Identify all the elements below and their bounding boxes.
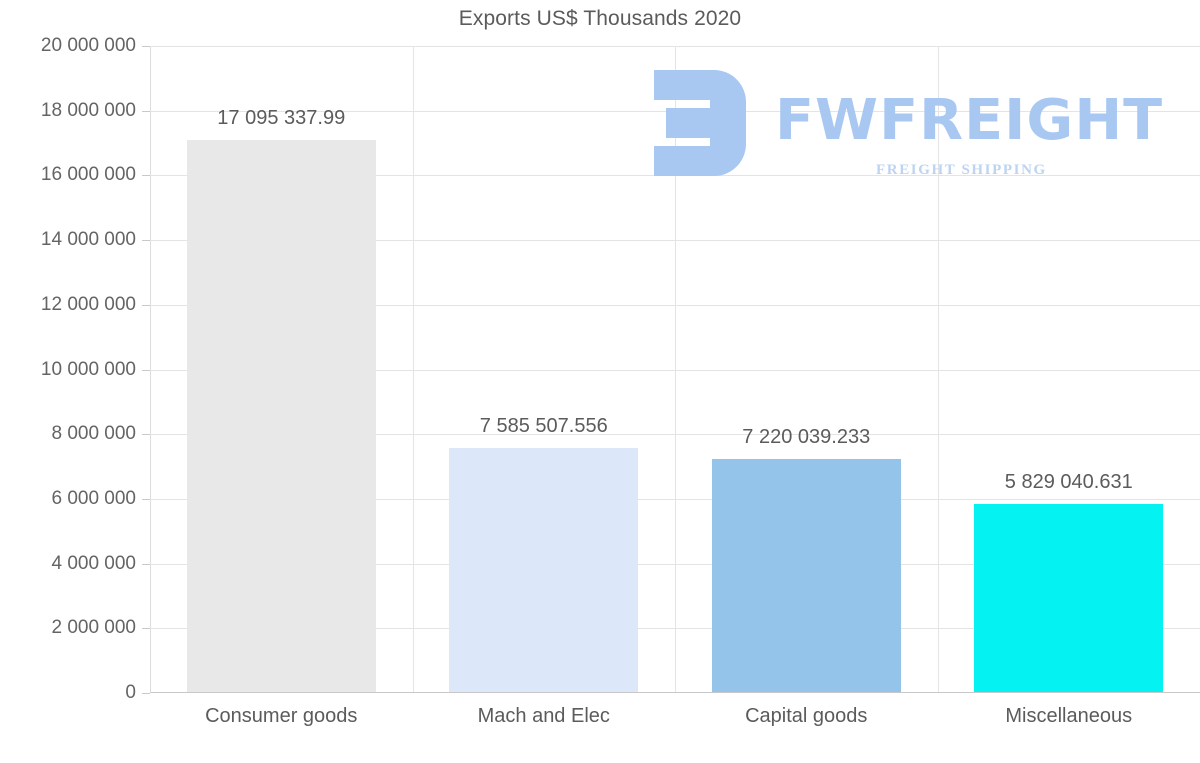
y-axis-tick-label: 10 000 000 [40, 358, 136, 380]
y-axis-tick-mark [142, 304, 150, 306]
y-axis-tick-label: 0 [125, 682, 136, 703]
chart-title: Exports US$ Thousands 2020 [458, 7, 742, 30]
bar[interactable] [711, 459, 901, 693]
x-axis-tick-label: Miscellaneous [1005, 705, 1133, 727]
x-axis-tick-label: Mach and Elec [477, 705, 610, 727]
gridline-vertical [937, 46, 939, 693]
bar-value-label: 17 095 337.99 [217, 106, 346, 129]
y-axis-tick-label: 16 000 000 [40, 164, 136, 186]
y-axis-tick-mark [142, 628, 150, 630]
gridline-vertical [675, 46, 676, 693]
y-axis-tick-mark [142, 693, 150, 694]
y-axis-tick-mark [142, 563, 150, 565]
y-axis-tick-label: 6 000 000 [51, 487, 136, 509]
bar[interactable] [449, 447, 639, 693]
plot-area [150, 46, 1200, 693]
y-axis-tick-label: 8 000 000 [51, 423, 136, 445]
bar-value-label: 7 220 039.233 [742, 426, 871, 449]
y-axis-tick-label: 12 000 000 [40, 293, 136, 315]
x-axis-tick-label: Capital goods [745, 705, 868, 727]
y-axis-tick-label: 2 000 000 [51, 617, 136, 639]
bar-value-label: 5 829 040.631 [1004, 471, 1133, 494]
bar[interactable] [186, 139, 376, 693]
x-axis-line [150, 692, 1200, 693]
gridline-vertical [412, 46, 414, 693]
y-axis-tick-mark [142, 46, 150, 47]
y-axis-tick-label: 14 000 000 [40, 229, 136, 251]
y-axis-tick-mark [142, 434, 150, 436]
bar-value-label: 7 585 507.556 [479, 414, 608, 437]
y-axis-tick-label: 20 000 000 [40, 35, 136, 56]
y-axis-tick-mark [142, 175, 150, 177]
x-axis-tick-label: Consumer goods [205, 705, 358, 727]
y-axis-tick-label: 4 000 000 [51, 552, 136, 574]
y-axis-tick-mark [142, 369, 150, 371]
y-axis-tick-label: 18 000 000 [40, 99, 136, 121]
y-axis-tick-mark [142, 498, 150, 500]
bar[interactable] [974, 504, 1164, 693]
y-axis-tick-mark [142, 110, 150, 112]
y-axis-tick-mark [142, 240, 150, 242]
